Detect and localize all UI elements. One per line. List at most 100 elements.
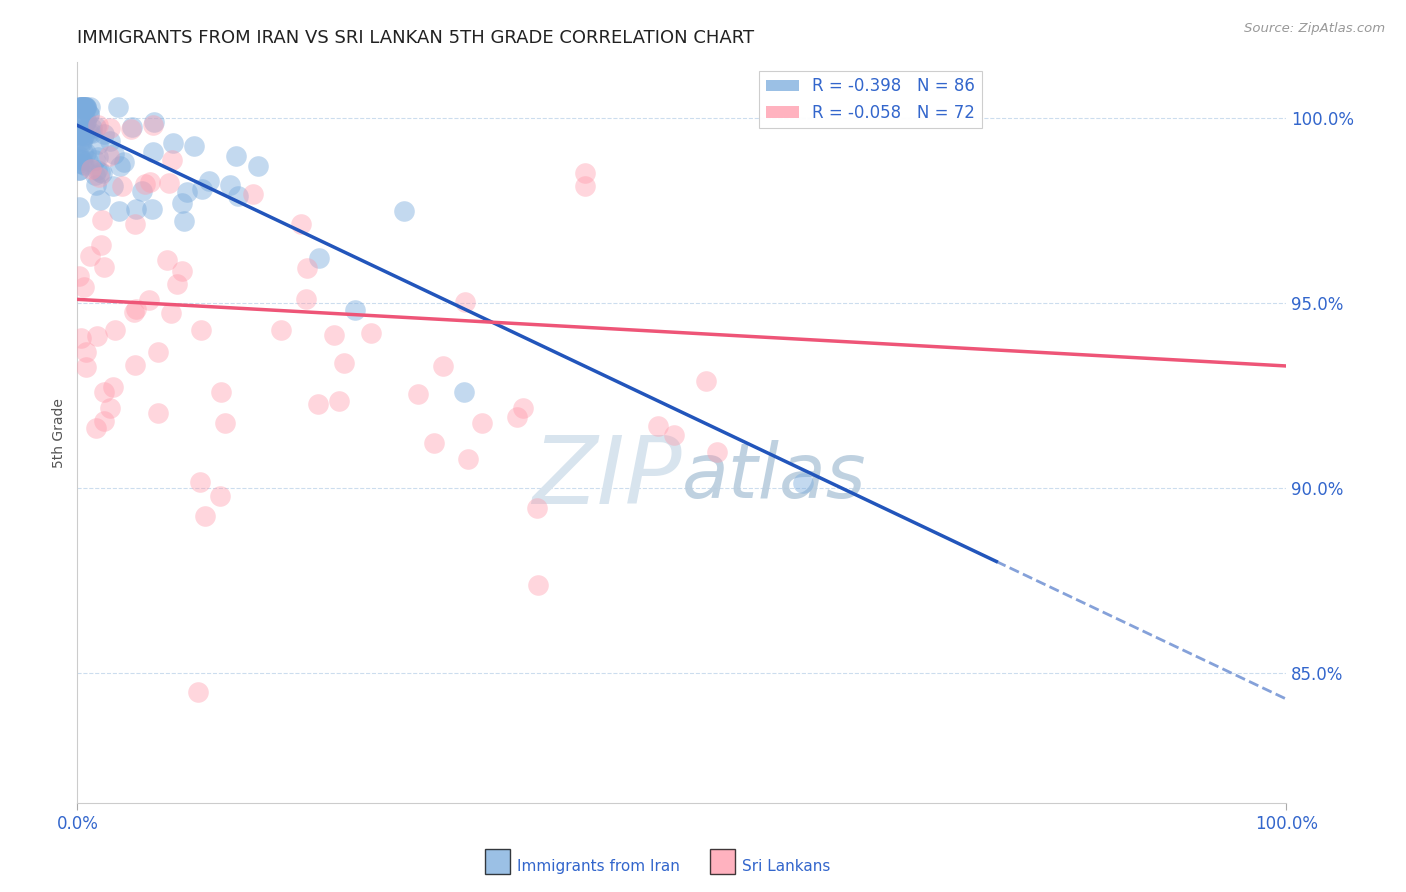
Point: [695, 374, 717, 388]
Point: [90, 238, 112, 252]
Point: [84, 168, 107, 182]
Point: [290, 217, 312, 231]
Point: [194, 508, 217, 523]
Point: [86, 162, 108, 177]
Point: [218, 178, 240, 192]
Point: [108, 204, 131, 219]
Point: [67, 156, 90, 170]
Point: [67, 152, 90, 166]
Point: [79, 249, 101, 263]
Point: [125, 301, 148, 316]
Point: [124, 358, 146, 372]
Point: [67, 162, 90, 177]
Point: [134, 177, 156, 191]
Point: [72, 145, 94, 160]
Text: ZIP: ZIP: [533, 432, 682, 523]
Point: [104, 322, 127, 336]
Text: Source: ZipAtlas.com: Source: ZipAtlas.com: [1244, 22, 1385, 36]
Point: [70, 100, 93, 114]
Point: [270, 323, 292, 337]
Point: [67, 128, 90, 142]
Point: [70, 100, 93, 114]
Point: [209, 385, 232, 400]
Point: [77, 107, 100, 121]
Point: [191, 181, 214, 195]
Point: [121, 120, 143, 134]
Point: [170, 264, 193, 278]
Text: IMMIGRANTS FROM IRAN VS SRI LANKAN 5TH GRADE CORRELATION CHART: IMMIGRANTS FROM IRAN VS SRI LANKAN 5TH G…: [77, 29, 755, 47]
Point: [73, 280, 96, 294]
Point: [67, 163, 90, 178]
Point: [453, 385, 475, 400]
Point: [69, 108, 91, 122]
Point: [67, 143, 90, 157]
Point: [93, 414, 115, 428]
Point: [322, 327, 344, 342]
Point: [69, 124, 91, 138]
Point: [160, 305, 183, 319]
Point: [79, 100, 101, 114]
Point: [157, 176, 180, 190]
Point: [97, 149, 120, 163]
Point: [87, 119, 110, 133]
Point: [86, 137, 108, 152]
Point: [103, 380, 125, 394]
Text: atlas: atlas: [682, 440, 866, 514]
Point: [124, 217, 146, 231]
Point: [75, 100, 97, 114]
Point: [225, 148, 247, 162]
Point: [242, 187, 264, 202]
Point: [122, 305, 145, 319]
Point: [188, 475, 211, 490]
Point: [108, 159, 131, 173]
Point: [75, 114, 97, 128]
Point: [792, 475, 814, 490]
Point: [93, 260, 115, 275]
Point: [131, 184, 153, 198]
Point: [75, 100, 97, 114]
Point: [84, 178, 107, 192]
Point: [67, 148, 90, 162]
Point: [73, 128, 96, 142]
Point: [706, 445, 728, 459]
Point: [67, 100, 90, 114]
Point: [176, 185, 198, 199]
Point: [506, 410, 529, 425]
Point: [67, 268, 90, 283]
Y-axis label: 5th Grade: 5th Grade: [52, 398, 66, 467]
Point: [142, 119, 165, 133]
Point: [70, 100, 93, 114]
Point: [328, 393, 350, 408]
Point: [148, 345, 170, 359]
Point: [69, 128, 91, 142]
Point: [162, 153, 184, 167]
Point: [526, 501, 548, 516]
Point: [142, 145, 165, 159]
Point: [73, 129, 96, 144]
Point: [120, 122, 142, 136]
Point: [173, 214, 195, 228]
Point: [73, 100, 96, 114]
Legend: R = -0.398   N = 86, R = -0.058   N = 72: R = -0.398 N = 86, R = -0.058 N = 72: [759, 70, 981, 128]
Point: [226, 189, 249, 203]
Point: [72, 136, 94, 150]
Point: [162, 136, 184, 150]
Point: [664, 427, 686, 442]
Point: [77, 106, 100, 120]
Point: [156, 253, 179, 268]
Point: [111, 178, 134, 193]
Point: [75, 101, 97, 115]
Point: [392, 203, 415, 218]
Point: [141, 202, 163, 216]
Point: [77, 126, 100, 140]
Point: [247, 159, 270, 173]
Point: [332, 356, 354, 370]
Point: [142, 115, 165, 129]
Point: [75, 113, 97, 128]
Point: [75, 100, 97, 114]
Text: Immigrants from Iran: Immigrants from Iran: [517, 859, 681, 873]
Point: [70, 153, 93, 167]
Point: [214, 417, 236, 431]
Point: [87, 169, 110, 184]
Point: [574, 178, 596, 193]
